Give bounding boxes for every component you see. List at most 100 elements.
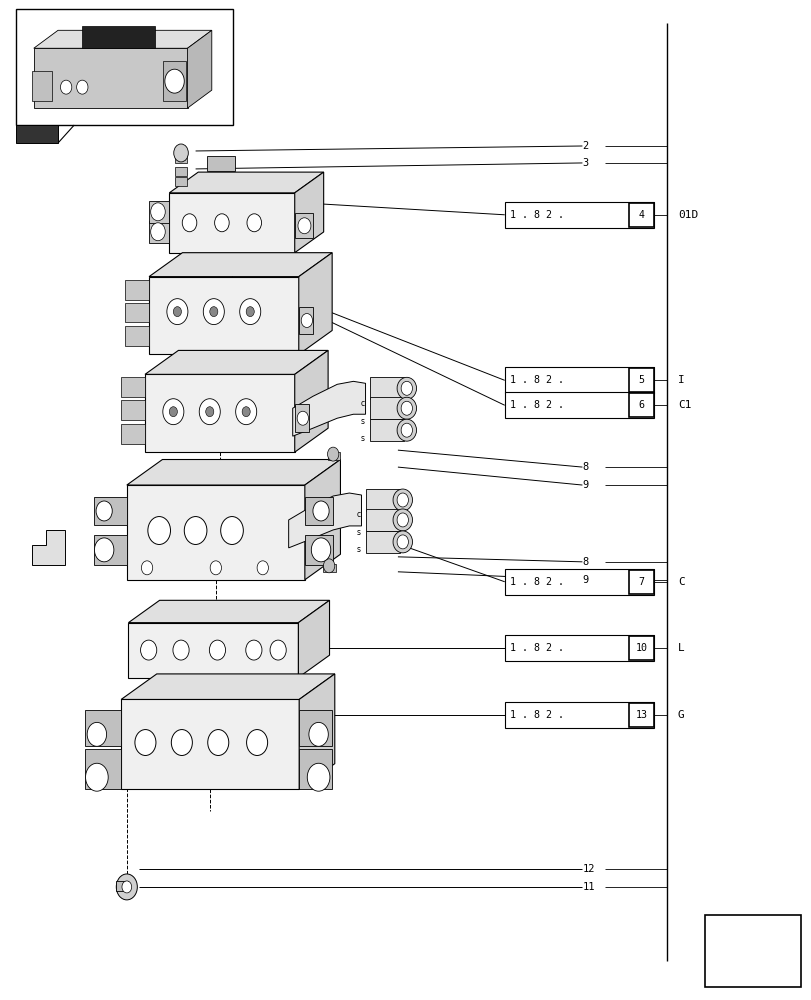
Ellipse shape xyxy=(393,489,412,511)
Bar xyxy=(175,154,187,163)
Polygon shape xyxy=(298,253,332,354)
Circle shape xyxy=(323,559,334,573)
Circle shape xyxy=(397,535,408,549)
Polygon shape xyxy=(169,193,294,253)
Bar xyxy=(16,9,233,125)
Ellipse shape xyxy=(393,531,412,553)
Bar xyxy=(327,452,340,460)
Circle shape xyxy=(312,501,328,521)
Circle shape xyxy=(167,299,187,325)
Polygon shape xyxy=(288,493,361,548)
Text: 3: 3 xyxy=(581,158,588,168)
Text: 8: 8 xyxy=(581,462,588,472)
Circle shape xyxy=(94,538,114,562)
Polygon shape xyxy=(169,172,324,193)
Circle shape xyxy=(116,874,137,900)
Bar xyxy=(629,368,653,392)
Bar xyxy=(504,635,654,661)
Text: 10: 10 xyxy=(635,643,646,653)
Circle shape xyxy=(205,407,213,417)
Polygon shape xyxy=(84,749,121,789)
Polygon shape xyxy=(149,277,298,354)
Circle shape xyxy=(401,381,412,395)
Polygon shape xyxy=(145,350,328,374)
Polygon shape xyxy=(149,201,169,223)
Bar xyxy=(175,167,187,176)
Text: 9: 9 xyxy=(581,575,588,585)
Circle shape xyxy=(140,640,157,660)
Text: c: c xyxy=(356,510,360,519)
Text: 7: 7 xyxy=(637,577,644,587)
Polygon shape xyxy=(304,535,333,565)
Circle shape xyxy=(246,307,254,317)
Text: 9: 9 xyxy=(581,480,588,490)
Bar xyxy=(504,392,654,418)
Polygon shape xyxy=(121,400,145,420)
Polygon shape xyxy=(298,307,313,334)
Polygon shape xyxy=(125,280,149,300)
Text: s: s xyxy=(360,434,364,443)
Text: 1 . 8 2 .: 1 . 8 2 . xyxy=(509,400,563,410)
Polygon shape xyxy=(292,381,365,436)
Circle shape xyxy=(173,307,181,317)
Polygon shape xyxy=(34,30,212,48)
Bar xyxy=(629,570,653,594)
Circle shape xyxy=(210,561,221,575)
Bar xyxy=(629,703,653,727)
Text: 1 . 8 2 .: 1 . 8 2 . xyxy=(509,710,563,720)
Circle shape xyxy=(235,399,256,425)
Bar xyxy=(629,393,653,417)
Text: 5: 5 xyxy=(637,375,644,385)
Text: 4: 4 xyxy=(637,210,644,220)
Circle shape xyxy=(327,447,338,461)
Text: C1: C1 xyxy=(677,400,690,410)
Circle shape xyxy=(298,218,311,234)
Circle shape xyxy=(221,517,243,544)
Circle shape xyxy=(297,411,308,425)
Text: s: s xyxy=(360,417,364,426)
Polygon shape xyxy=(298,749,331,789)
Circle shape xyxy=(169,407,177,417)
Polygon shape xyxy=(365,509,400,531)
Polygon shape xyxy=(125,326,149,346)
Polygon shape xyxy=(125,303,149,322)
Circle shape xyxy=(401,401,412,415)
Circle shape xyxy=(135,730,156,755)
Bar xyxy=(504,367,654,393)
Polygon shape xyxy=(298,600,329,678)
Polygon shape xyxy=(121,377,145,397)
Circle shape xyxy=(311,538,330,562)
Text: s: s xyxy=(356,545,360,554)
Ellipse shape xyxy=(397,377,416,399)
Circle shape xyxy=(242,407,250,417)
Circle shape xyxy=(182,214,196,232)
Circle shape xyxy=(397,493,408,507)
Circle shape xyxy=(76,80,88,94)
Circle shape xyxy=(209,640,225,660)
Polygon shape xyxy=(127,460,340,485)
Text: 1 . 8 2 .: 1 . 8 2 . xyxy=(509,375,563,385)
Circle shape xyxy=(151,223,165,241)
Ellipse shape xyxy=(393,509,412,531)
Circle shape xyxy=(165,69,184,93)
Polygon shape xyxy=(32,530,64,565)
Text: 6: 6 xyxy=(637,400,644,410)
Text: s: s xyxy=(356,528,360,537)
Circle shape xyxy=(301,314,312,327)
Polygon shape xyxy=(365,531,400,553)
Polygon shape xyxy=(294,404,309,432)
Circle shape xyxy=(397,513,408,527)
Text: 01D: 01D xyxy=(677,210,697,220)
Bar xyxy=(504,202,654,228)
Ellipse shape xyxy=(397,397,416,419)
Circle shape xyxy=(246,640,262,660)
Polygon shape xyxy=(34,48,187,108)
Circle shape xyxy=(163,399,183,425)
Bar xyxy=(504,569,654,595)
Polygon shape xyxy=(127,485,304,580)
Ellipse shape xyxy=(397,419,416,441)
Circle shape xyxy=(60,80,71,94)
Circle shape xyxy=(208,730,229,755)
Circle shape xyxy=(401,423,412,437)
Polygon shape xyxy=(121,424,145,444)
